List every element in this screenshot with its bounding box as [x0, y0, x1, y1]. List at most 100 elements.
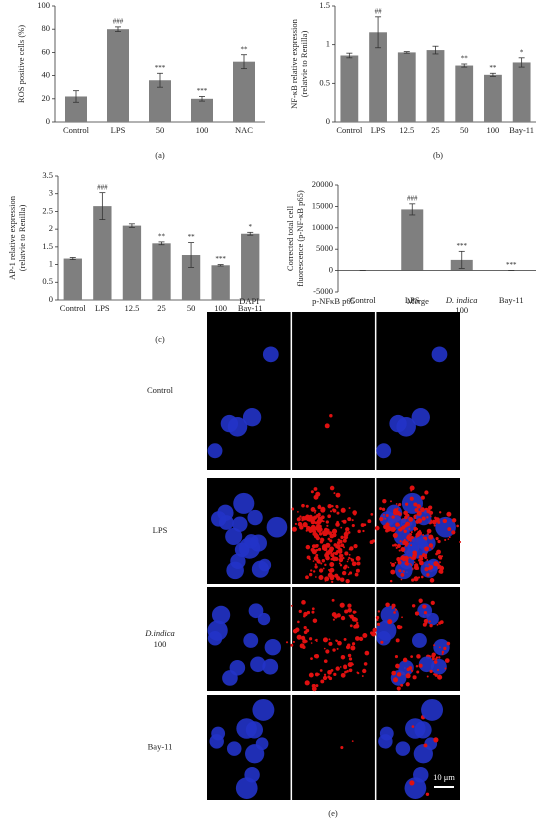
significance-label: *** — [197, 87, 208, 95]
stain — [426, 675, 429, 678]
nucleus — [421, 698, 444, 721]
stain — [410, 655, 414, 658]
stain — [308, 514, 313, 519]
stain — [336, 576, 341, 581]
nucleus — [234, 542, 250, 557]
stain — [423, 618, 429, 624]
x-tick-label: 12.5 — [399, 125, 414, 135]
stain — [418, 558, 421, 562]
stain — [310, 490, 314, 494]
stain — [296, 634, 302, 640]
stain — [323, 659, 328, 663]
stain — [409, 496, 414, 501]
stain — [352, 610, 356, 614]
stain — [331, 580, 334, 584]
y-tick-label: 0 — [329, 265, 333, 275]
y-tick-label: 0 — [46, 116, 50, 126]
stain — [404, 515, 408, 520]
stain — [285, 641, 289, 644]
stain — [324, 423, 330, 429]
stain — [419, 560, 424, 566]
stain — [358, 636, 364, 642]
stain — [345, 645, 351, 650]
stain — [338, 557, 344, 563]
stain — [420, 507, 425, 513]
stain — [339, 666, 342, 668]
stain — [392, 677, 399, 683]
bar — [241, 233, 260, 300]
y-tick-label: 0.5 — [42, 276, 53, 286]
stain — [413, 502, 418, 507]
stain — [375, 615, 380, 620]
x-tick-label: 100 — [214, 303, 227, 313]
stain — [322, 637, 328, 643]
stain — [424, 604, 427, 608]
stain — [311, 684, 316, 688]
stain — [322, 567, 325, 570]
panel-label: (a) — [155, 150, 165, 160]
stain — [314, 639, 317, 642]
stain — [339, 577, 345, 582]
stain — [343, 667, 346, 669]
stain — [438, 656, 441, 659]
stain — [414, 508, 419, 513]
y-tick-label: 80 — [42, 23, 51, 33]
bar — [369, 32, 387, 122]
stain — [311, 610, 315, 614]
stain — [409, 532, 413, 536]
stain — [397, 560, 402, 565]
y-tick-label: 1.5 — [42, 241, 53, 251]
stain — [392, 532, 398, 538]
stain — [321, 544, 327, 550]
stain — [428, 510, 434, 515]
stain — [345, 527, 350, 532]
stain — [395, 523, 398, 526]
stain — [395, 546, 398, 549]
bar — [149, 80, 171, 122]
stain — [336, 511, 340, 515]
significance-label: ## — [375, 7, 383, 15]
stain — [305, 544, 311, 550]
stain — [419, 601, 422, 604]
stain — [329, 510, 333, 513]
stain — [320, 537, 324, 541]
nucleus — [404, 777, 427, 799]
stain — [405, 682, 410, 687]
y-axis-label: NF-κB relative expression — [289, 18, 299, 108]
stain — [290, 643, 294, 647]
stain — [333, 492, 336, 495]
stain — [371, 631, 377, 637]
bar — [426, 50, 445, 122]
nucleus — [395, 741, 411, 756]
stain — [325, 649, 330, 654]
x-tick-label: D. indica — [445, 295, 478, 305]
stain — [308, 672, 314, 678]
stain — [351, 523, 355, 528]
stain — [402, 548, 405, 551]
y-tick-label: 0.5 — [319, 77, 330, 87]
stain — [348, 556, 351, 560]
stain — [421, 516, 426, 521]
stain — [299, 643, 305, 649]
stain — [307, 518, 312, 522]
bar — [397, 52, 416, 122]
stain — [349, 614, 354, 619]
stain — [420, 495, 425, 500]
stain — [372, 627, 377, 633]
stain — [334, 551, 339, 556]
stain — [350, 645, 356, 651]
stain — [407, 534, 410, 537]
stain — [308, 572, 313, 577]
stain — [360, 523, 365, 528]
row-label: Bay-11 — [148, 741, 173, 751]
stain — [395, 663, 400, 669]
stain — [390, 526, 396, 532]
stain — [301, 600, 306, 605]
nucleus — [262, 658, 279, 675]
nucleus — [226, 561, 244, 580]
stain — [354, 572, 359, 577]
panel-label: (e) — [328, 808, 338, 818]
significance-label: ** — [158, 233, 166, 241]
stain — [456, 524, 459, 528]
nucleus — [227, 417, 248, 437]
